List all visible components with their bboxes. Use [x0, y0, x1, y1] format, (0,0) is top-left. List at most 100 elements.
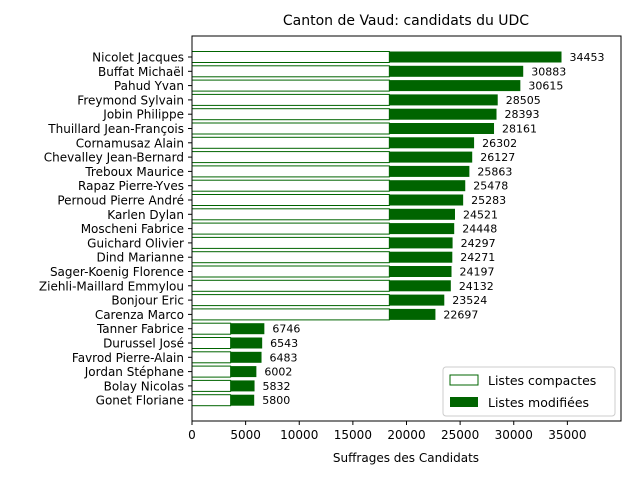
bar-compactes	[191, 222, 390, 235]
chart-title: Canton de Vaud: candidats du UDC	[283, 13, 529, 29]
bar-compactes	[191, 337, 232, 349]
category-label: Bonjour Eric	[111, 294, 184, 308]
bar-compactes	[191, 122, 390, 135]
bar-modifiees	[389, 194, 464, 206]
bar-compactes	[191, 208, 390, 221]
bar-modifiees	[389, 237, 453, 249]
value-label: 5800	[262, 394, 290, 407]
value-label: 22697	[443, 308, 478, 321]
bar-modifiees	[389, 151, 473, 163]
category-label: Sager-Koenig Florence	[50, 265, 184, 279]
value-label: 24271	[460, 251, 495, 264]
bar-modifiees	[389, 65, 524, 77]
bar-compactes	[191, 308, 390, 321]
bar-compactes	[191, 322, 232, 335]
category-label: Carenza Marco	[95, 308, 184, 322]
legend: Listes compactes Listes modifiées	[442, 366, 616, 417]
value-label: 30883	[531, 65, 566, 78]
category-label: Moscheni Fabrice	[81, 222, 184, 236]
bar-modifiees	[230, 323, 265, 335]
bar-compactes	[191, 79, 390, 92]
bar-compactes	[191, 194, 390, 206]
bar-compactes	[191, 351, 232, 364]
bar-compactes	[191, 165, 390, 178]
value-label: 6746	[272, 323, 300, 336]
value-label: 24297	[461, 237, 496, 250]
legend-swatch-compactes	[449, 374, 479, 386]
value-label: 28393	[505, 108, 540, 121]
bar-compactes	[191, 179, 390, 192]
category-label: Rapaz Pierre-Yves	[78, 179, 184, 193]
bar-modifiees	[389, 223, 455, 235]
category-label: Guichard Olivier	[87, 236, 184, 250]
value-label: 25478	[473, 180, 508, 193]
category-label: Favrod Pierre-Alain	[72, 351, 184, 365]
value-label: 26127	[480, 151, 515, 164]
bar-modifiees	[389, 165, 470, 177]
bar-modifiees	[230, 394, 255, 406]
bar-compactes	[191, 108, 390, 121]
x-tick-label: 30000	[495, 428, 533, 442]
category-label: Pahud Yvan	[114, 79, 184, 93]
category-label: Treboux Maurice	[84, 165, 184, 179]
bar-modifiees	[230, 366, 257, 378]
bar-modifiees	[389, 108, 497, 120]
category-label: Chevalley Jean-Bernard	[44, 151, 184, 165]
category-label: Pernoud Pierre André	[57, 194, 184, 208]
bar-modifiees	[389, 294, 445, 306]
bar-modifiees	[389, 137, 475, 149]
bar-compactes	[191, 65, 390, 78]
bar-compactes	[191, 93, 390, 106]
bar-compactes	[191, 136, 390, 149]
bar-compactes	[191, 236, 390, 249]
value-label: 28505	[506, 94, 541, 107]
category-label: Karlen Dylan	[107, 208, 184, 222]
legend-label-modifiees: Listes modifiées	[488, 395, 589, 410]
value-label: 30615	[528, 80, 563, 93]
legend-box	[442, 366, 616, 417]
bar-modifiees	[230, 337, 263, 349]
value-label: 23524	[452, 294, 487, 307]
bar-compactes	[191, 265, 390, 278]
x-axis: 0 5000 10000 15000 20000 25000 30000 35000	[188, 421, 586, 442]
category-label: Thuillard Jean-François	[47, 122, 184, 136]
value-label: 24521	[463, 208, 498, 221]
bar-compactes	[191, 51, 390, 63]
value-label: 6002	[264, 366, 292, 379]
bar-compactes	[191, 379, 232, 392]
bar-modifiees	[389, 208, 455, 220]
value-label: 24448	[462, 223, 497, 236]
category-label: Jobin Philippe	[102, 108, 184, 122]
category-label: Ziehli-Maillard Emmylou	[39, 279, 184, 293]
bar-modifiees	[230, 351, 262, 363]
value-label: 24132	[459, 280, 494, 293]
category-label: Jordan Stéphane	[84, 365, 184, 379]
bar-compactes	[191, 251, 390, 264]
bar-compactes	[191, 279, 390, 292]
legend-label-compactes: Listes compactes	[488, 373, 596, 388]
category-label: Nicolet Jacques	[92, 51, 184, 65]
bar-modifiees	[389, 251, 453, 263]
bar-modifiees	[389, 280, 451, 292]
bar-modifiees	[230, 380, 255, 392]
value-label: 6543	[270, 337, 298, 350]
bar-modifiees	[389, 94, 498, 106]
x-tick-label: 20000	[387, 428, 425, 442]
bar-modifiees	[389, 266, 452, 277]
value-label: 28161	[502, 123, 537, 136]
x-tick-label: 35000	[548, 428, 586, 442]
category-label: Durussel José	[103, 337, 184, 351]
bars-layer	[191, 51, 562, 407]
x-tick-label: 0	[188, 428, 196, 442]
bar-modifiees	[389, 123, 495, 134]
x-tick-label: 10000	[280, 428, 318, 442]
x-tick-label: 25000	[441, 428, 479, 442]
category-label: Dind Marianne	[96, 251, 184, 265]
x-tick-label: 15000	[334, 428, 372, 442]
value-label: 6483	[270, 351, 298, 364]
bar-compactes	[191, 294, 390, 307]
x-tick-label: 5000	[230, 428, 261, 442]
